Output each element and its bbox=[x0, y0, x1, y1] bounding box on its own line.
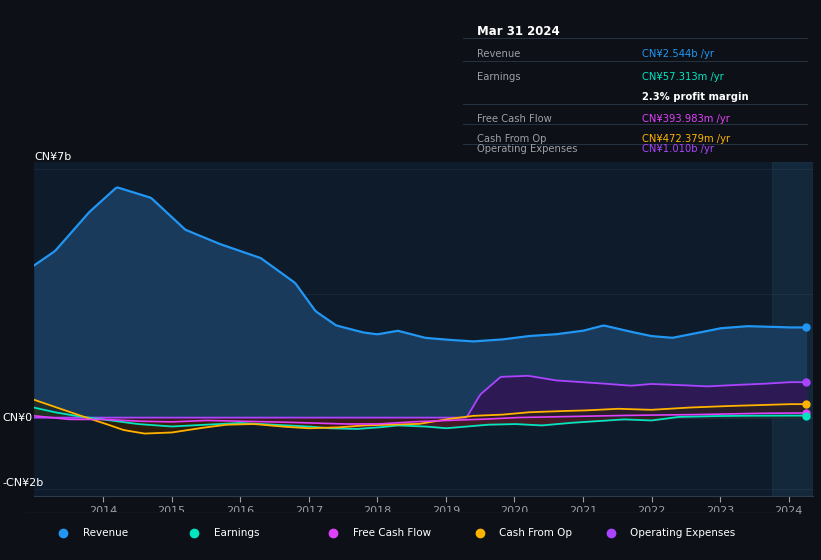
Text: CN¥472.379m /yr: CN¥472.379m /yr bbox=[642, 134, 731, 144]
Text: -CN¥2b: -CN¥2b bbox=[2, 478, 44, 488]
FancyBboxPatch shape bbox=[9, 512, 812, 556]
Text: Operating Expenses: Operating Expenses bbox=[477, 144, 577, 153]
Text: CN¥2.544b /yr: CN¥2.544b /yr bbox=[642, 49, 714, 59]
Text: Cash From Op: Cash From Op bbox=[499, 529, 572, 538]
Text: Revenue: Revenue bbox=[83, 529, 127, 538]
Text: 2.3% profit margin: 2.3% profit margin bbox=[642, 92, 749, 102]
Text: Mar 31 2024: Mar 31 2024 bbox=[477, 25, 560, 38]
Text: CN¥7b: CN¥7b bbox=[34, 152, 71, 162]
Text: Revenue: Revenue bbox=[477, 49, 521, 59]
Bar bbox=[772, 162, 813, 496]
Text: Operating Expenses: Operating Expenses bbox=[631, 529, 736, 538]
Text: CN¥57.313m /yr: CN¥57.313m /yr bbox=[642, 72, 724, 82]
Text: CN¥393.983m /yr: CN¥393.983m /yr bbox=[642, 114, 730, 124]
Text: Free Cash Flow: Free Cash Flow bbox=[353, 529, 431, 538]
Text: Earnings: Earnings bbox=[213, 529, 259, 538]
Text: CN¥0: CN¥0 bbox=[2, 413, 33, 423]
Text: Earnings: Earnings bbox=[477, 72, 521, 82]
Text: Free Cash Flow: Free Cash Flow bbox=[477, 114, 552, 124]
Text: CN¥1.010b /yr: CN¥1.010b /yr bbox=[642, 144, 714, 153]
Text: Cash From Op: Cash From Op bbox=[477, 134, 546, 144]
